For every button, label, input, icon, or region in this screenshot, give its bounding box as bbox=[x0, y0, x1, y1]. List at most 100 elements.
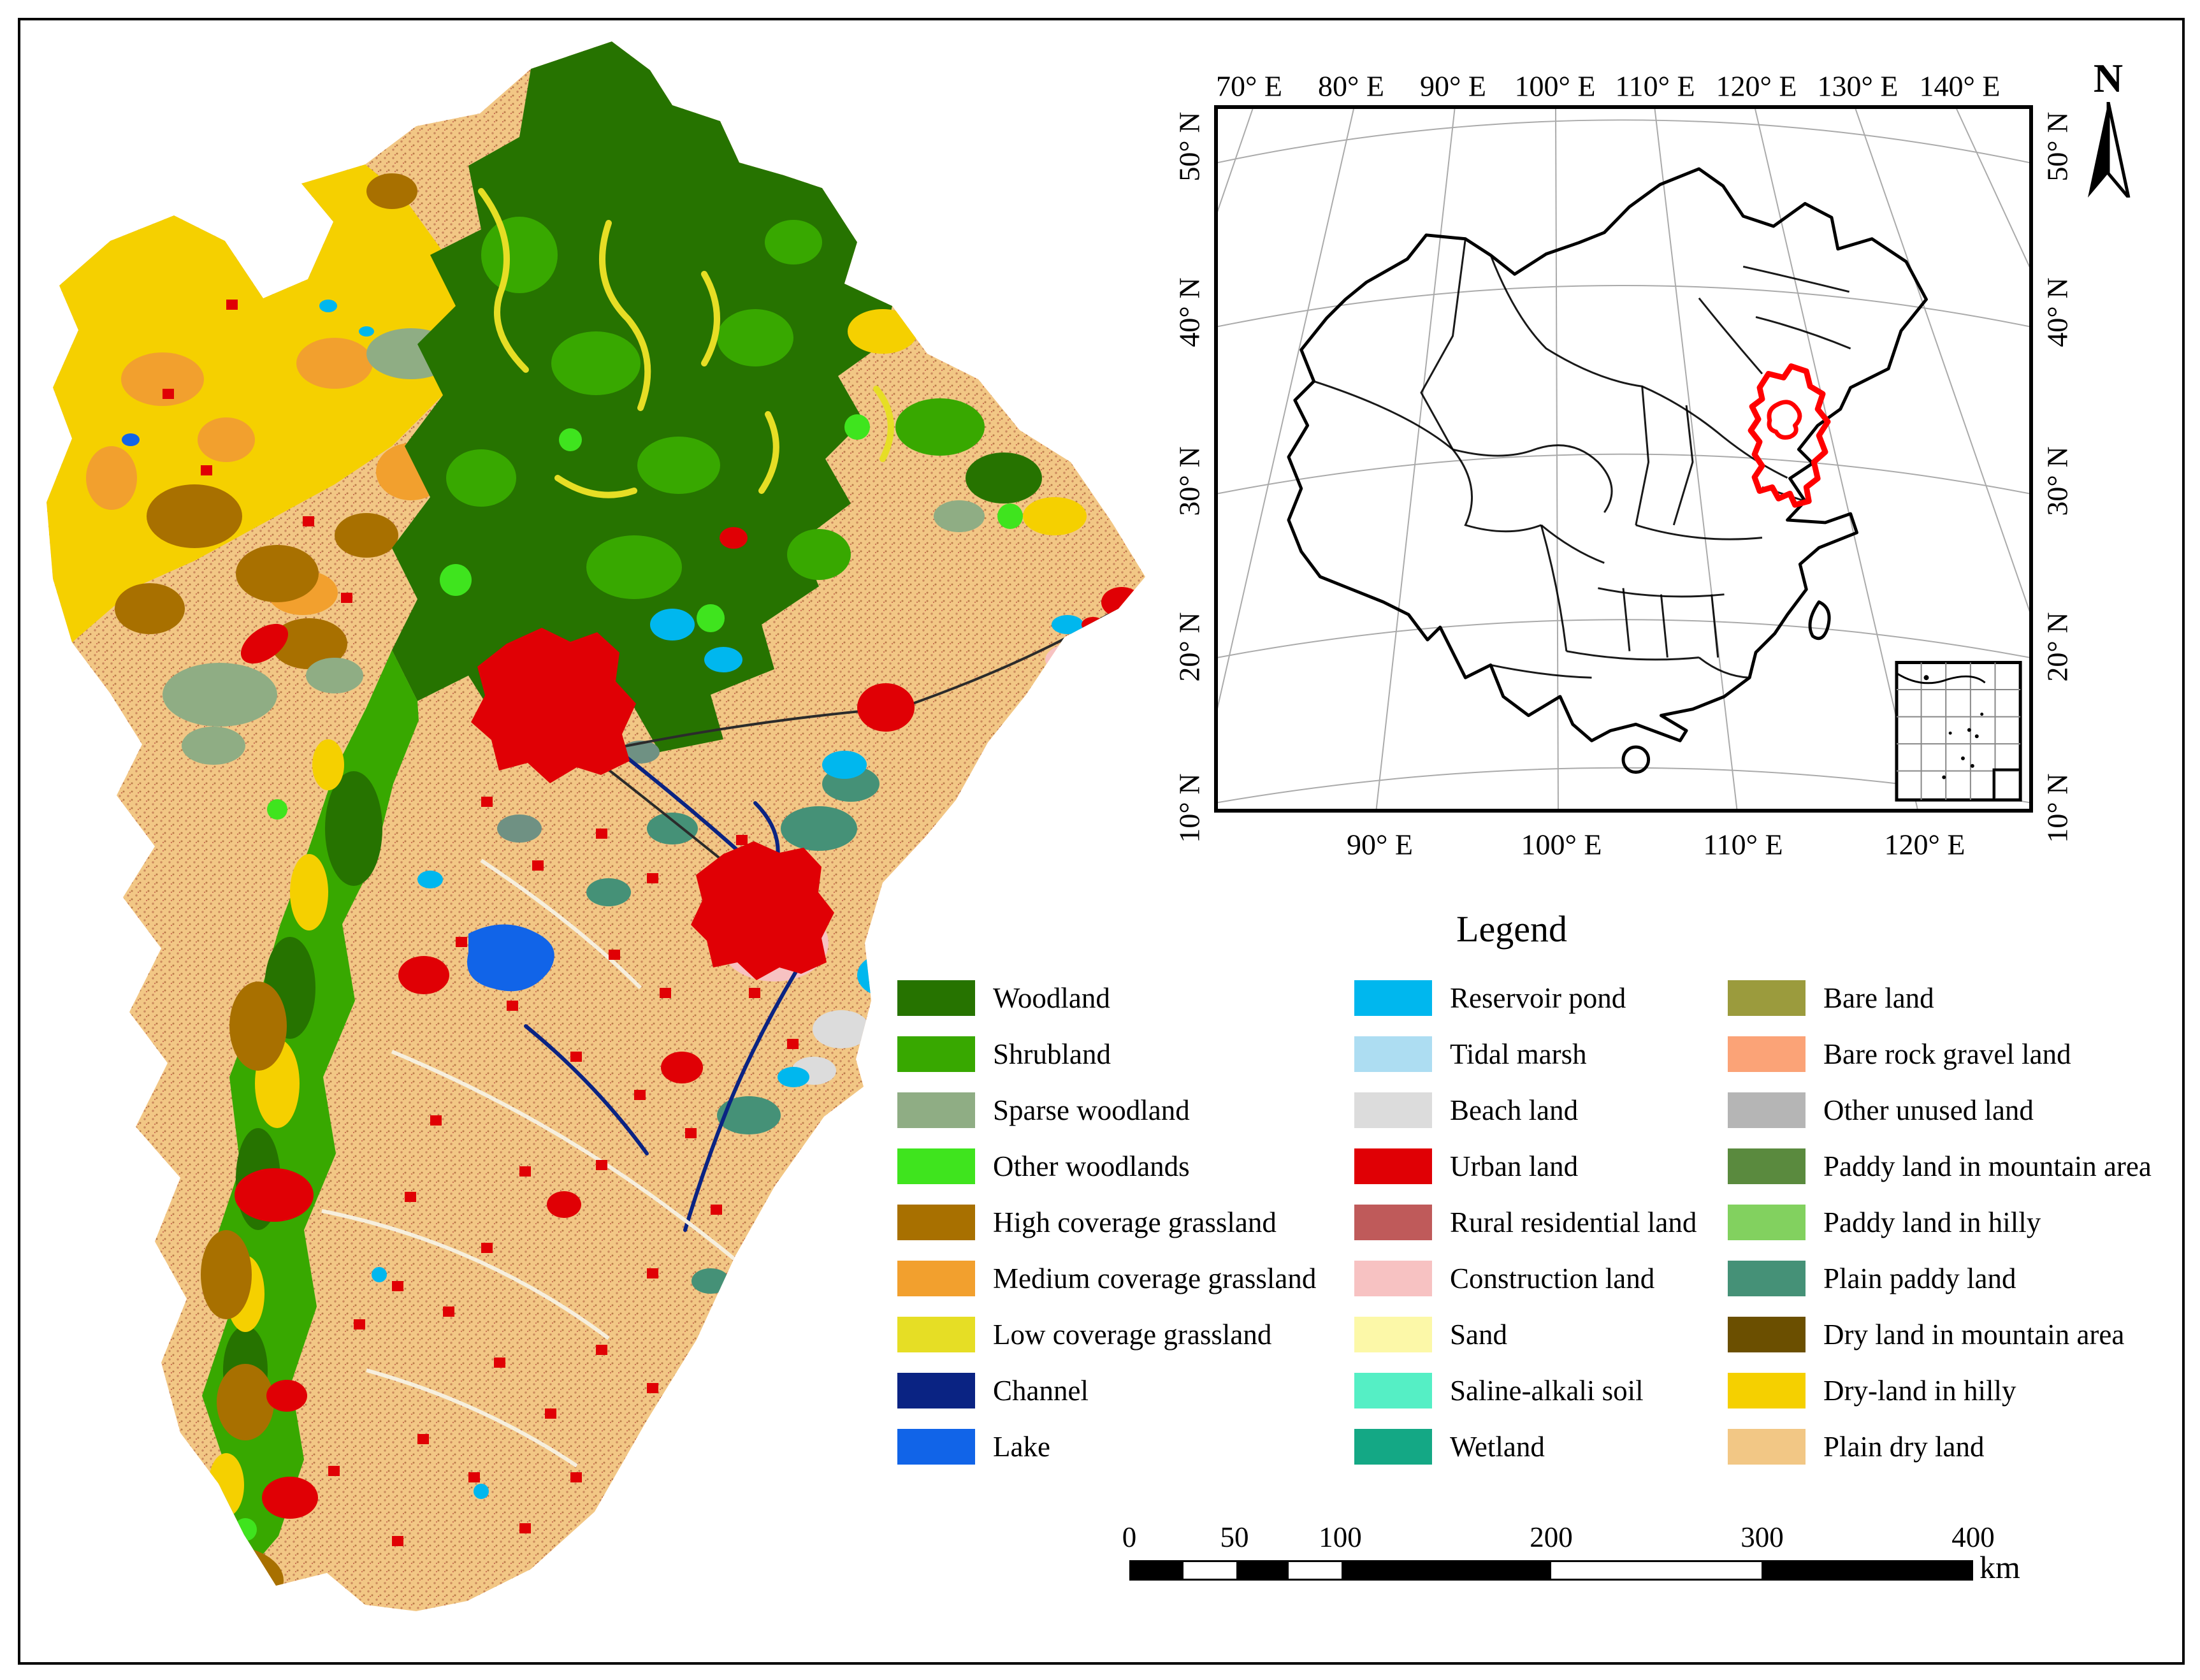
legend-label: Low coverage grassland bbox=[993, 1319, 1272, 1351]
urban-tianjin bbox=[691, 841, 834, 980]
legend-swatch bbox=[1354, 1205, 1432, 1240]
scalebar-tick: 300 bbox=[1740, 1521, 1784, 1553]
legend-swatch bbox=[1728, 1261, 1806, 1296]
legend-column-3: Bare land Bare rock gravel land Other un… bbox=[1728, 980, 2152, 1485]
inset-lat-label: 10° N bbox=[1173, 773, 1206, 843]
north-label: N bbox=[2093, 55, 2124, 101]
inset-lat-label: 10° N bbox=[2041, 773, 2074, 843]
legend-swatch bbox=[897, 1317, 975, 1352]
legend-label: Paddy land in hilly bbox=[1823, 1206, 2041, 1238]
legend-label: Bare rock gravel land bbox=[1823, 1038, 2071, 1070]
legend-swatch bbox=[1728, 1148, 1806, 1184]
small-towns bbox=[163, 300, 799, 1546]
legend-item: High coverage grassland bbox=[897, 1205, 1316, 1240]
legend-label: Rural residential land bbox=[1450, 1206, 1697, 1238]
legend-label: Saline-alkali soil bbox=[1450, 1375, 1644, 1407]
legend-item: Low coverage grassland bbox=[897, 1317, 1316, 1352]
inset-lat-label: 40° N bbox=[2041, 277, 2074, 347]
legend-item: Shrubland bbox=[897, 1036, 1316, 1072]
legend-item: Paddy land in mountain area bbox=[1728, 1148, 2152, 1184]
study-area-highlight bbox=[1748, 363, 1831, 508]
inset-lat-label: 20° N bbox=[2041, 612, 2074, 682]
legend-swatch bbox=[1354, 1429, 1432, 1465]
legend-column-1: Woodland Shrubland Sparse woodland Other… bbox=[897, 980, 1316, 1485]
legend-label: Lake bbox=[993, 1431, 1050, 1463]
inset-lat-label: 50° N bbox=[2041, 112, 2074, 182]
scalebar-segment bbox=[1551, 1562, 1762, 1579]
legend-swatch bbox=[1354, 1261, 1432, 1296]
lake-baiyangdian bbox=[467, 924, 554, 992]
legend-swatch bbox=[897, 1148, 975, 1184]
legend-item: Construction land bbox=[1354, 1261, 1697, 1296]
legend-swatch bbox=[1728, 1036, 1806, 1072]
legend-label: High coverage grassland bbox=[993, 1206, 1277, 1238]
inset-lat-label: 20° N bbox=[1173, 612, 1206, 682]
figure-border bbox=[18, 18, 2185, 1665]
scalebar-segment bbox=[1183, 1562, 1236, 1579]
inset-lon-label: 100° E bbox=[1521, 828, 1602, 861]
legend-item: Woodland bbox=[897, 980, 1316, 1016]
legend-label: Woodland bbox=[993, 982, 1110, 1014]
legend-label: Shrubland bbox=[993, 1038, 1111, 1070]
legend-label: Construction land bbox=[1450, 1263, 1655, 1294]
scalebar-tick: 0 bbox=[1122, 1521, 1137, 1553]
legend-label: Channel bbox=[993, 1375, 1089, 1407]
legend-item: Other unused land bbox=[1728, 1092, 2152, 1128]
scalebar-tick: 400 bbox=[1951, 1521, 1995, 1553]
legend-item: Sand bbox=[1354, 1317, 1697, 1352]
legend-label: Plain paddy land bbox=[1823, 1263, 2016, 1294]
legend-swatch bbox=[897, 980, 975, 1016]
legend-label: Paddy land in mountain area bbox=[1823, 1150, 2152, 1182]
legend-item: Rural residential land bbox=[1354, 1205, 1697, 1240]
scalebar-tick: 100 bbox=[1319, 1521, 1362, 1553]
legend-label: Dry-land in hilly bbox=[1823, 1375, 2016, 1407]
legend-item: Dry-land in hilly bbox=[1728, 1373, 2152, 1408]
legend-item: Beach land bbox=[1354, 1092, 1697, 1128]
legend-item: Paddy land in hilly bbox=[1728, 1205, 2152, 1240]
inset-lon-label: 130° E bbox=[1817, 69, 1899, 103]
inset-lon-label: 110° E bbox=[1703, 828, 1783, 861]
legend-swatch bbox=[1354, 1092, 1432, 1128]
legend-item: Plain dry land bbox=[1728, 1429, 2152, 1465]
legend-item: Channel bbox=[897, 1373, 1316, 1408]
legend-label: Dry land in mountain area bbox=[1823, 1319, 2125, 1351]
legend-swatch bbox=[897, 1092, 975, 1128]
plain-paddy-wetland-patches bbox=[497, 741, 879, 1294]
inset-lat-label: 30° N bbox=[1173, 446, 1206, 516]
legend-swatch bbox=[1354, 1317, 1432, 1352]
scalebar-segment bbox=[1761, 1562, 1971, 1579]
legend-label: Other unused land bbox=[1823, 1094, 2034, 1126]
legend-swatch bbox=[1728, 1205, 1806, 1240]
scalebar-segment bbox=[1289, 1562, 1342, 1579]
legend-label: Reservoir pond bbox=[1450, 982, 1626, 1014]
legend-item: Other woodlands bbox=[897, 1148, 1316, 1184]
scalebar-tick: 200 bbox=[1530, 1521, 1573, 1553]
china-inset-svg bbox=[1218, 109, 2029, 809]
south-china-sea-inset bbox=[1895, 661, 2022, 802]
scalebar bbox=[1129, 1560, 1973, 1581]
china-outline bbox=[1287, 167, 1928, 774]
legend-item: Plain paddy land bbox=[1728, 1261, 2152, 1296]
north-arrow-icon bbox=[2088, 102, 2131, 198]
legend-label: Medium coverage grassland bbox=[993, 1263, 1317, 1294]
scalebar-unit: km bbox=[1979, 1549, 2020, 1585]
scalebar-segment bbox=[1236, 1562, 1289, 1579]
scalebar-tick: 50 bbox=[1220, 1521, 1249, 1553]
legend-label: Beach land bbox=[1450, 1094, 1579, 1126]
urban-beijing bbox=[471, 628, 636, 783]
legend-label: Bare land bbox=[1823, 982, 1934, 1014]
legend-item: Wetland bbox=[1354, 1429, 1697, 1465]
legend-swatch bbox=[1728, 1373, 1806, 1408]
legend-swatch bbox=[1728, 1092, 1806, 1128]
inset-lon-label: 120° E bbox=[1716, 69, 1797, 103]
inset-lon-label: 100° E bbox=[1514, 69, 1596, 103]
legend-swatch bbox=[1354, 1148, 1432, 1184]
inset-lon-label: 90° E bbox=[1420, 69, 1486, 103]
legend-label: Sand bbox=[1450, 1319, 1507, 1351]
legend-swatch bbox=[1728, 1317, 1806, 1352]
inset-lat-label: 30° N bbox=[2041, 446, 2074, 516]
legend-label: Plain dry land bbox=[1823, 1431, 1985, 1463]
legend-swatch bbox=[1354, 1036, 1432, 1072]
scalebar-segment bbox=[1131, 1562, 1184, 1579]
